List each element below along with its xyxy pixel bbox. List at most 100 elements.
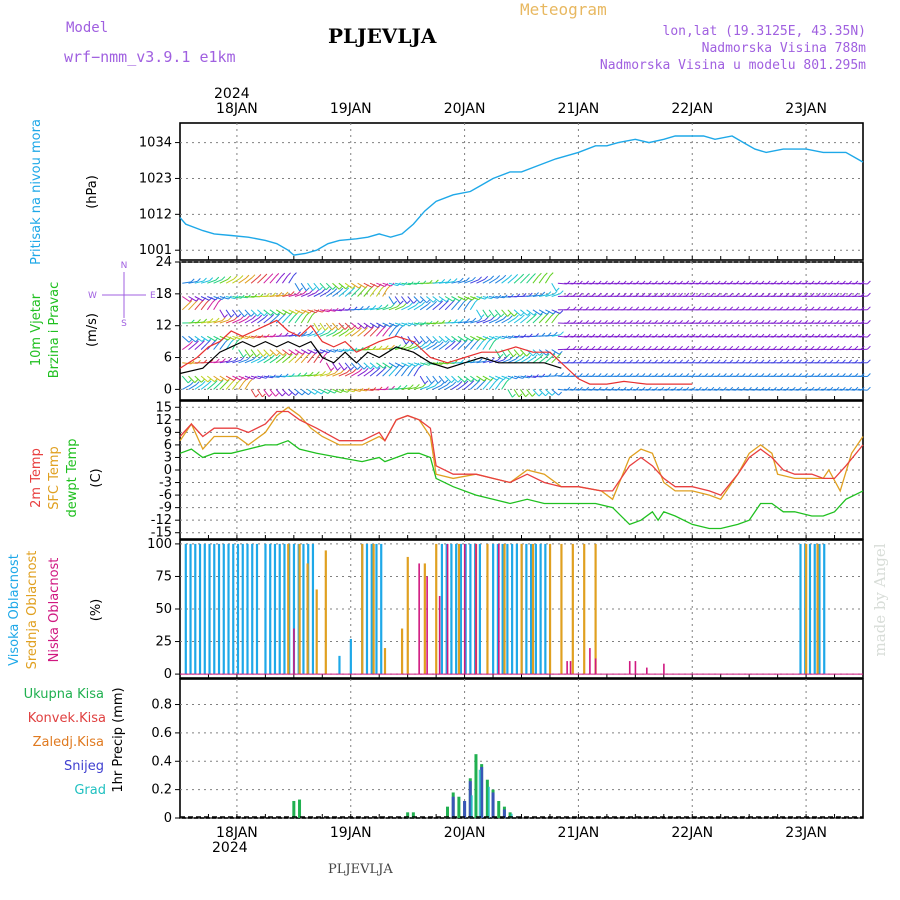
wind-barb-flag <box>409 384 414 389</box>
wind-barb-flag <box>256 353 261 358</box>
wind-barb-flag <box>679 292 683 297</box>
y-tick-label: 25 <box>155 635 172 650</box>
wind-barb-flag <box>660 345 665 350</box>
precip-bar-total <box>411 812 415 818</box>
wind-barb <box>601 335 611 338</box>
wind-barb-flag <box>553 331 558 336</box>
date-label-top: 19JAN <box>330 101 372 117</box>
wind-barb <box>263 375 273 379</box>
wind-barb <box>482 296 492 300</box>
wind-barb <box>538 275 545 284</box>
wind-barb <box>338 322 346 330</box>
wind-barb-flag <box>246 315 250 320</box>
wind-barb-flag <box>207 339 211 344</box>
wind-barb <box>551 282 557 292</box>
cloud-bar-low <box>293 628 295 675</box>
wind-barb <box>232 375 241 381</box>
cloud-bar-low <box>569 661 572 675</box>
wind-barb <box>338 290 347 297</box>
wind-barb-flag <box>268 393 273 397</box>
wind-barb-flag <box>566 292 571 297</box>
wind-barb <box>182 343 190 351</box>
wind-barb <box>501 375 511 380</box>
wind-barb <box>432 362 442 365</box>
wind-barb <box>444 343 453 350</box>
wind-barb-flag <box>525 393 529 398</box>
wind-barb <box>213 361 223 364</box>
wind-barb <box>326 291 335 297</box>
wind-barb <box>620 388 630 391</box>
wind-barb <box>182 281 192 284</box>
wind-barb <box>839 335 849 338</box>
wind-barb <box>658 388 668 391</box>
wind-barb <box>526 357 535 364</box>
cloud-bar-low <box>446 543 449 675</box>
wind-barb <box>207 320 217 324</box>
cloud-bar-high <box>375 543 378 675</box>
wind-barb-flag <box>270 354 275 359</box>
wind-barb-flag <box>376 365 381 369</box>
wind-barb-flag <box>281 272 286 277</box>
wind-barb <box>520 357 529 364</box>
wind-barb-flag <box>451 338 456 343</box>
wind-barb <box>551 389 559 396</box>
cloud-bar-mid <box>816 543 819 675</box>
wind-barb-flag <box>249 378 254 383</box>
wind-barb-flag <box>691 292 696 297</box>
dewpt-line <box>179 439 864 530</box>
wind-barb <box>251 335 261 339</box>
wind-barb-flag <box>351 325 355 330</box>
wind-barb-flag <box>239 275 244 279</box>
wind-barb <box>758 282 768 285</box>
wind-barb <box>200 296 210 301</box>
wind-barb-flag <box>321 329 326 334</box>
wind-barb-flag <box>221 276 226 281</box>
wind-barb <box>451 280 461 284</box>
wind-barb-flag <box>610 292 615 297</box>
wind-barb <box>758 388 768 391</box>
station-title: PLJEVLJA <box>328 24 437 48</box>
date-label-top: 22JAN <box>671 101 713 117</box>
wind-barb-flag <box>215 317 220 322</box>
wind-barb <box>633 335 643 338</box>
wind-barb <box>507 375 517 380</box>
wind-barb <box>225 335 235 340</box>
date-label-bottom: 19JAN <box>330 825 372 841</box>
cloud-bar-mid <box>423 563 426 675</box>
wind-barb <box>827 388 837 391</box>
y-tick-label: 1012 <box>139 207 172 222</box>
wind-barb-flag <box>527 314 531 318</box>
wind-mean-line <box>179 340 562 375</box>
wind-barb <box>225 375 235 381</box>
wind-barb <box>288 349 297 356</box>
wind-barb <box>282 309 291 315</box>
precip-bar-snow <box>463 800 467 818</box>
wind-barb <box>513 317 522 324</box>
cloud-bar-high <box>440 543 444 675</box>
wind-barb <box>538 356 547 364</box>
wind-barb <box>357 370 366 377</box>
panel-frame <box>179 122 864 261</box>
model-elevation-label: Nadmorska Visina u modelu 801.295m <box>599 58 866 73</box>
wind-barb-flag <box>867 373 871 377</box>
cloud-bar-low <box>438 595 441 675</box>
wind-barb <box>714 282 724 285</box>
wind-barb <box>545 389 553 396</box>
wind-barb-flag <box>539 354 544 358</box>
wind-barb-flag <box>363 365 368 370</box>
wind-barb <box>651 335 661 338</box>
precip-bars <box>292 754 513 818</box>
wind-barb <box>257 375 267 379</box>
wind-barb <box>357 289 364 297</box>
wind-barb <box>463 320 473 324</box>
wind-barb <box>401 305 410 311</box>
wind-barb <box>376 307 386 311</box>
wind-barb <box>745 388 755 391</box>
wind-barb <box>658 282 668 285</box>
wind-barb <box>426 303 434 311</box>
temp-2m-label: 2m Temp <box>29 448 44 508</box>
cloud-bar-low <box>663 663 665 675</box>
wind-barb <box>363 370 372 377</box>
wind-barb <box>676 335 686 338</box>
wind-barb <box>244 296 254 298</box>
